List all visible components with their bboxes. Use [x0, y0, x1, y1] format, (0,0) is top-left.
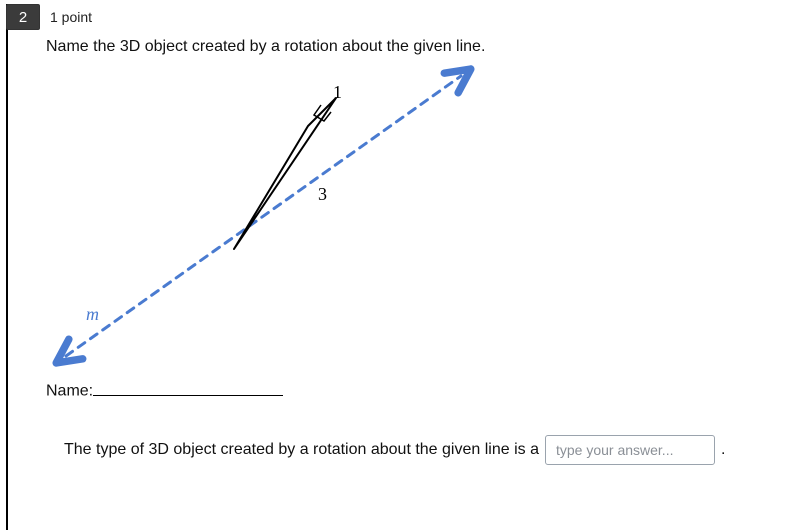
axis-label-m: m [86, 304, 99, 325]
answer-lead-text: The type of 3D object created by a rotat… [64, 441, 539, 459]
question-header: 2 1 point [8, 4, 800, 30]
name-line: Name: [46, 378, 800, 401]
question-points: 1 point [50, 9, 92, 25]
question-prompt: Name the 3D object created by a rotation… [46, 38, 800, 56]
name-blank-line [93, 378, 283, 396]
question-number: 2 [19, 9, 27, 26]
answer-period: . [721, 441, 725, 459]
diagram-svg [46, 56, 646, 376]
rotation-axis-line [66, 76, 461, 356]
answer-input[interactable] [545, 435, 715, 465]
side-label-top: 1 [333, 82, 342, 103]
name-label: Name: [46, 383, 93, 400]
diagram: m 1 3 [46, 56, 646, 376]
answer-row: The type of 3D object created by a rotat… [64, 435, 800, 465]
side-label-hypotenuse: 3 [318, 184, 327, 205]
triangle-shape [234, 98, 336, 249]
question-container: 2 1 point Name the 3D object created by … [6, 4, 800, 530]
question-number-box: 2 [6, 4, 40, 30]
